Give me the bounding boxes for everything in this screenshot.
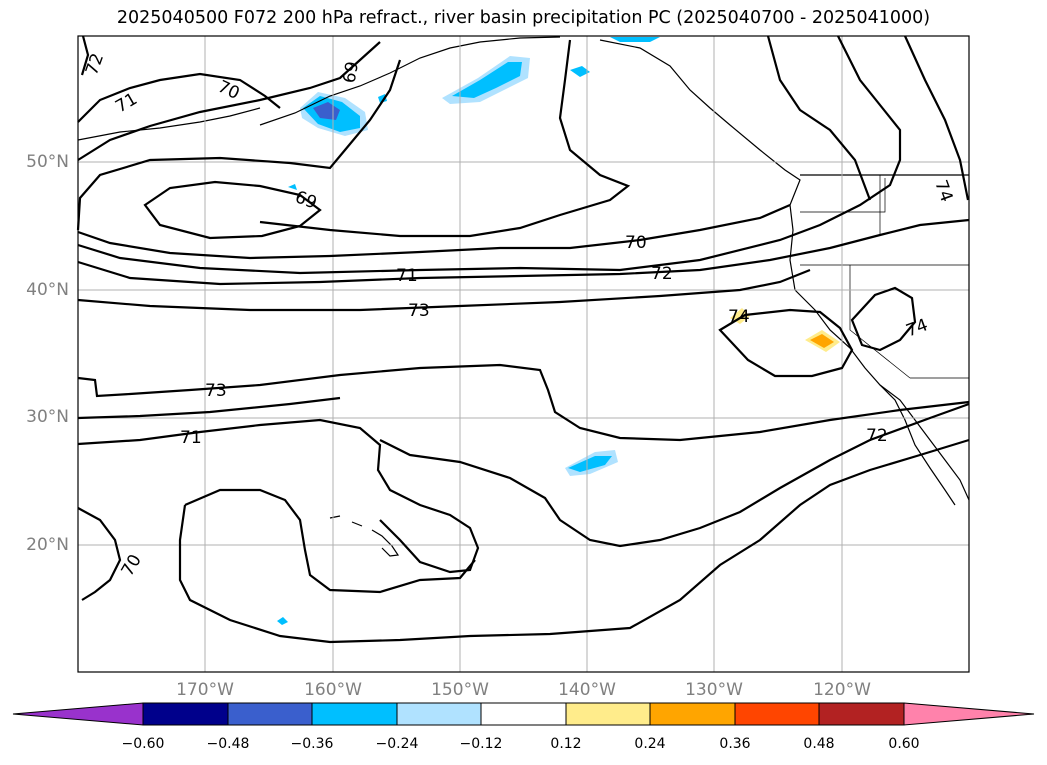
contour-line — [379, 402, 970, 548]
contour-label: 69 — [292, 187, 319, 213]
contour-line — [77, 507, 122, 601]
colorbar-extend-high — [903, 702, 1035, 726]
colorbar-bin — [818, 702, 905, 726]
colorbar-bin — [227, 702, 313, 726]
colorbar-bin — [142, 702, 229, 726]
colorbar-tick: 0.36 — [719, 736, 751, 752]
contour-label: 70 — [625, 233, 647, 253]
colorbar-bin — [396, 702, 482, 726]
map-frame — [77, 35, 970, 673]
baja-coast — [879, 384, 956, 506]
colorbar-tick: −0.48 — [206, 736, 250, 752]
contour-label: 73 — [408, 301, 430, 321]
patch-hawaii-small — [277, 617, 288, 625]
colorbar-tick: 0.48 — [803, 736, 835, 752]
border-states — [800, 175, 969, 379]
contour-line — [77, 72, 281, 123]
colorbar-tick: −0.24 — [375, 736, 419, 752]
lon-label-140w: 140°W — [558, 680, 616, 700]
lon-label-130w: 130°W — [685, 680, 743, 700]
contour-lines — [76, 35, 970, 644]
shaded-patches — [277, 37, 840, 625]
contour-label: 74 — [930, 178, 956, 205]
colorbar-bin — [480, 702, 567, 726]
contour-line — [77, 218, 970, 286]
lon-label-120w: 120°W — [813, 680, 871, 700]
colorbar-bin — [734, 702, 820, 726]
lon-label-170w: 170°W — [176, 680, 234, 700]
patch-top — [610, 37, 660, 42]
colorbar — [12, 702, 1035, 726]
colorbar-bin — [565, 702, 651, 726]
contour-labels: 72 71 70 69 69 70 71 72 73 73 71 72 70 7… — [82, 51, 956, 580]
aleutian-chain — [77, 107, 261, 141]
colorbar-bin — [649, 702, 736, 726]
contour-line — [766, 35, 872, 201]
colorbar-tick: 0.12 — [550, 736, 582, 752]
patch-small-3 — [288, 184, 297, 190]
contour-label: 69 — [340, 60, 363, 85]
contour-line — [77, 268, 811, 312]
contour-line — [77, 35, 902, 275]
contour-line — [143, 180, 322, 240]
contour-line — [903, 35, 970, 201]
contour-label: 70 — [118, 551, 146, 580]
contour-label: 72 — [651, 264, 673, 284]
lat-label-40n: 40°N — [26, 280, 69, 300]
patch-subtrop-inner — [568, 456, 612, 472]
lat-label-20n: 20°N — [26, 535, 69, 555]
colorbar-tick: 0.24 — [634, 736, 666, 752]
coastlines — [77, 36, 970, 557]
contour-label: 71 — [396, 266, 418, 286]
hawaii-islands — [329, 515, 400, 557]
colorbar-bin — [311, 702, 398, 726]
contour-line — [850, 286, 917, 352]
contour-line — [77, 363, 970, 442]
contour-line — [77, 203, 791, 260]
contour-label: 73 — [205, 381, 227, 401]
lat-label-50n: 50°N — [26, 152, 69, 172]
contour-line — [178, 438, 970, 644]
map-title: 2025040500 F072 200 hPa refract., river … — [116, 8, 931, 28]
contour-line — [77, 418, 480, 574]
lon-label-150w: 150°W — [431, 680, 489, 700]
contour-label: 74 — [728, 307, 750, 327]
contour-label: 70 — [214, 77, 242, 104]
colorbar-tick: −0.60 — [121, 736, 165, 752]
contour-line — [718, 308, 854, 378]
alaska-coast — [259, 36, 561, 126]
contour-line — [77, 396, 341, 420]
colorbar-extend-low — [12, 702, 144, 726]
colorbar-tick: −0.12 — [459, 736, 503, 752]
patch-gulf-inner — [452, 62, 522, 98]
patch-calif-pos-inner — [810, 334, 834, 348]
contour-line — [80, 35, 90, 76]
contour-line — [259, 39, 631, 238]
contour-label: 72 — [866, 426, 888, 446]
contour-line — [77, 41, 381, 161]
contour-line — [184, 488, 476, 594]
contour-label: 74 — [903, 315, 930, 341]
contour-label: 71 — [180, 428, 202, 448]
colorbar-tick: 0.60 — [888, 736, 920, 752]
patch-small-1 — [570, 66, 590, 77]
colorbar-tick: −0.36 — [290, 736, 334, 752]
contour-label: 72 — [82, 51, 108, 78]
lat-label-30n: 30°N — [26, 407, 69, 427]
gridlines — [78, 36, 969, 672]
contour-line — [76, 59, 402, 231]
lon-label-160w: 160°W — [304, 680, 362, 700]
